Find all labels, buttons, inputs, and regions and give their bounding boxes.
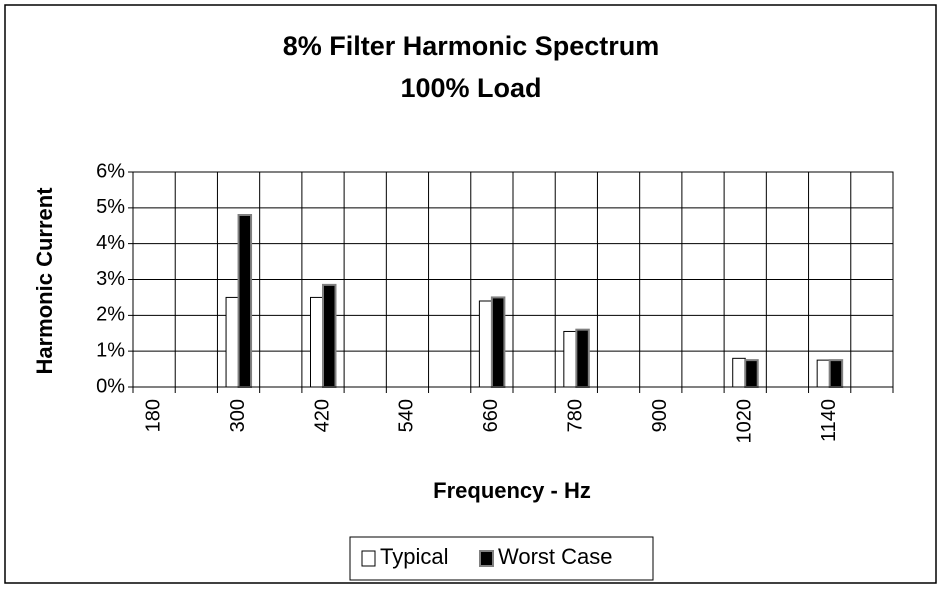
- legend-label: Worst Case: [498, 544, 613, 569]
- y-tick-label: 6%: [96, 160, 125, 182]
- bar: [225, 296, 240, 388]
- x-axis-label: Frequency - Hz: [433, 478, 591, 503]
- y-tick-label: 2%: [96, 304, 125, 326]
- bar: [490, 296, 506, 388]
- x-tick-label: 420: [311, 399, 333, 432]
- x-tick-label: 780: [565, 399, 587, 432]
- x-tick-label: 1020: [734, 399, 756, 444]
- legend: [349, 536, 654, 581]
- chart-title: 8% Filter Harmonic Spectrum: [283, 31, 660, 61]
- y-tick-label: 5%: [96, 196, 125, 218]
- bar: [816, 359, 831, 388]
- bar: [575, 328, 590, 388]
- bar: [828, 359, 844, 388]
- legend-swatch: [361, 550, 376, 567]
- bar: [478, 300, 493, 388]
- y-tick-label: 3%: [96, 268, 125, 290]
- bar: [310, 296, 324, 388]
- y-axis-label: Harmonic Current: [32, 187, 57, 375]
- chart-subtitle: 100% Load: [400, 73, 541, 103]
- x-tick-label: 660: [480, 399, 502, 432]
- y-tick-label: 1%: [96, 339, 125, 361]
- y-tick-label: 0%: [96, 375, 125, 397]
- x-tick-label: 180: [142, 399, 164, 432]
- x-tick-label: 540: [396, 399, 418, 432]
- bar: [237, 214, 253, 388]
- bar: [322, 283, 337, 388]
- bar: [563, 330, 577, 388]
- x-tick-label: 300: [227, 399, 249, 432]
- x-tick-label: 900: [649, 399, 671, 432]
- legend-label: Typical: [380, 544, 448, 569]
- legend-swatch: [479, 550, 494, 567]
- x-tick-label: 1140: [818, 399, 840, 442]
- bar: [744, 359, 759, 388]
- bar: [732, 357, 746, 388]
- y-tick-label: 4%: [96, 232, 125, 254]
